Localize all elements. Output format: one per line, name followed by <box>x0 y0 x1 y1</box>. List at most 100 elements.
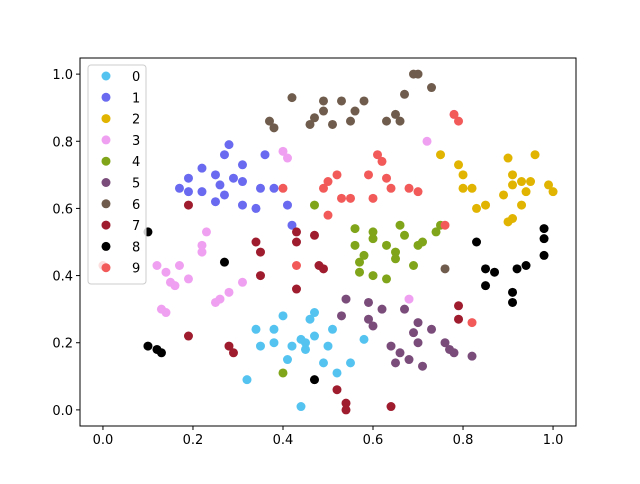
point <box>318 96 328 106</box>
point <box>219 257 229 267</box>
point <box>373 150 383 160</box>
x-tick-label: 0.0 <box>93 433 114 448</box>
point <box>382 173 392 183</box>
point <box>368 271 378 281</box>
point <box>291 284 301 294</box>
legend-label: 7 <box>132 219 140 234</box>
point <box>255 341 265 351</box>
point <box>467 183 477 193</box>
point <box>409 261 419 271</box>
point <box>183 274 193 284</box>
legend-marker <box>101 92 111 102</box>
point <box>521 261 531 271</box>
point <box>350 224 360 234</box>
point <box>368 321 378 331</box>
point <box>237 277 247 287</box>
point <box>278 311 288 321</box>
legend-label: 9 <box>132 262 140 277</box>
point <box>341 294 351 304</box>
point <box>210 197 220 207</box>
point <box>544 180 554 190</box>
legend-marker <box>101 156 111 166</box>
point <box>197 163 207 173</box>
point <box>440 338 450 348</box>
point <box>517 200 527 210</box>
point <box>548 187 558 197</box>
point <box>197 240 207 250</box>
legend-label: 3 <box>132 134 140 149</box>
point <box>481 264 491 274</box>
point <box>395 348 405 358</box>
legend-label: 1 <box>132 91 140 106</box>
point <box>386 341 396 351</box>
legend-label: 2 <box>132 113 140 128</box>
point <box>346 358 356 368</box>
point <box>255 183 265 193</box>
point <box>350 240 360 250</box>
point <box>400 304 410 314</box>
point <box>409 328 419 338</box>
point <box>472 237 482 247</box>
point <box>309 200 319 210</box>
legend-marker <box>101 178 111 187</box>
x-tick-label: 0.8 <box>453 433 474 448</box>
point <box>170 281 180 291</box>
legend-marker <box>101 220 111 230</box>
point <box>183 173 193 183</box>
point <box>161 267 171 277</box>
point <box>481 200 491 210</box>
point <box>404 294 414 304</box>
point <box>355 267 365 277</box>
point <box>508 170 518 180</box>
x-tick-label: 1.0 <box>543 433 564 448</box>
x-tick-label: 0.6 <box>363 433 384 448</box>
point <box>427 83 437 93</box>
x-tick-label: 0.4 <box>273 433 294 448</box>
point <box>237 200 247 210</box>
point <box>255 247 265 257</box>
point <box>503 153 513 163</box>
legend: 0 1 2 3 4 5 6 7 8 9 <box>87 64 147 285</box>
point <box>359 334 369 344</box>
y-tick-label: 0.0 <box>52 404 73 419</box>
point <box>242 375 252 385</box>
point <box>413 318 423 328</box>
point <box>341 398 351 408</box>
point <box>418 361 428 371</box>
point <box>413 338 423 348</box>
point <box>413 187 423 197</box>
point <box>346 116 356 126</box>
point <box>458 170 468 180</box>
point <box>539 250 549 260</box>
legend-label: 6 <box>132 198 140 213</box>
point <box>201 227 211 237</box>
point <box>318 358 328 368</box>
point <box>174 261 184 271</box>
point <box>287 220 297 230</box>
point <box>143 341 153 351</box>
legend-label: 8 <box>132 240 140 255</box>
point <box>454 116 464 126</box>
point <box>427 324 437 334</box>
point <box>287 93 297 103</box>
point <box>508 180 518 190</box>
point <box>215 180 225 190</box>
point <box>183 200 193 210</box>
point <box>237 177 247 187</box>
point <box>269 338 279 348</box>
point <box>368 193 378 203</box>
point <box>332 368 342 378</box>
point <box>224 140 234 150</box>
point <box>228 173 238 183</box>
legend-marker <box>101 241 111 251</box>
point <box>382 240 392 250</box>
point <box>251 203 261 213</box>
point <box>300 338 310 348</box>
point <box>508 287 518 297</box>
point <box>454 160 464 170</box>
point <box>291 261 301 271</box>
point <box>309 308 319 318</box>
point <box>382 116 392 126</box>
point <box>278 146 288 156</box>
